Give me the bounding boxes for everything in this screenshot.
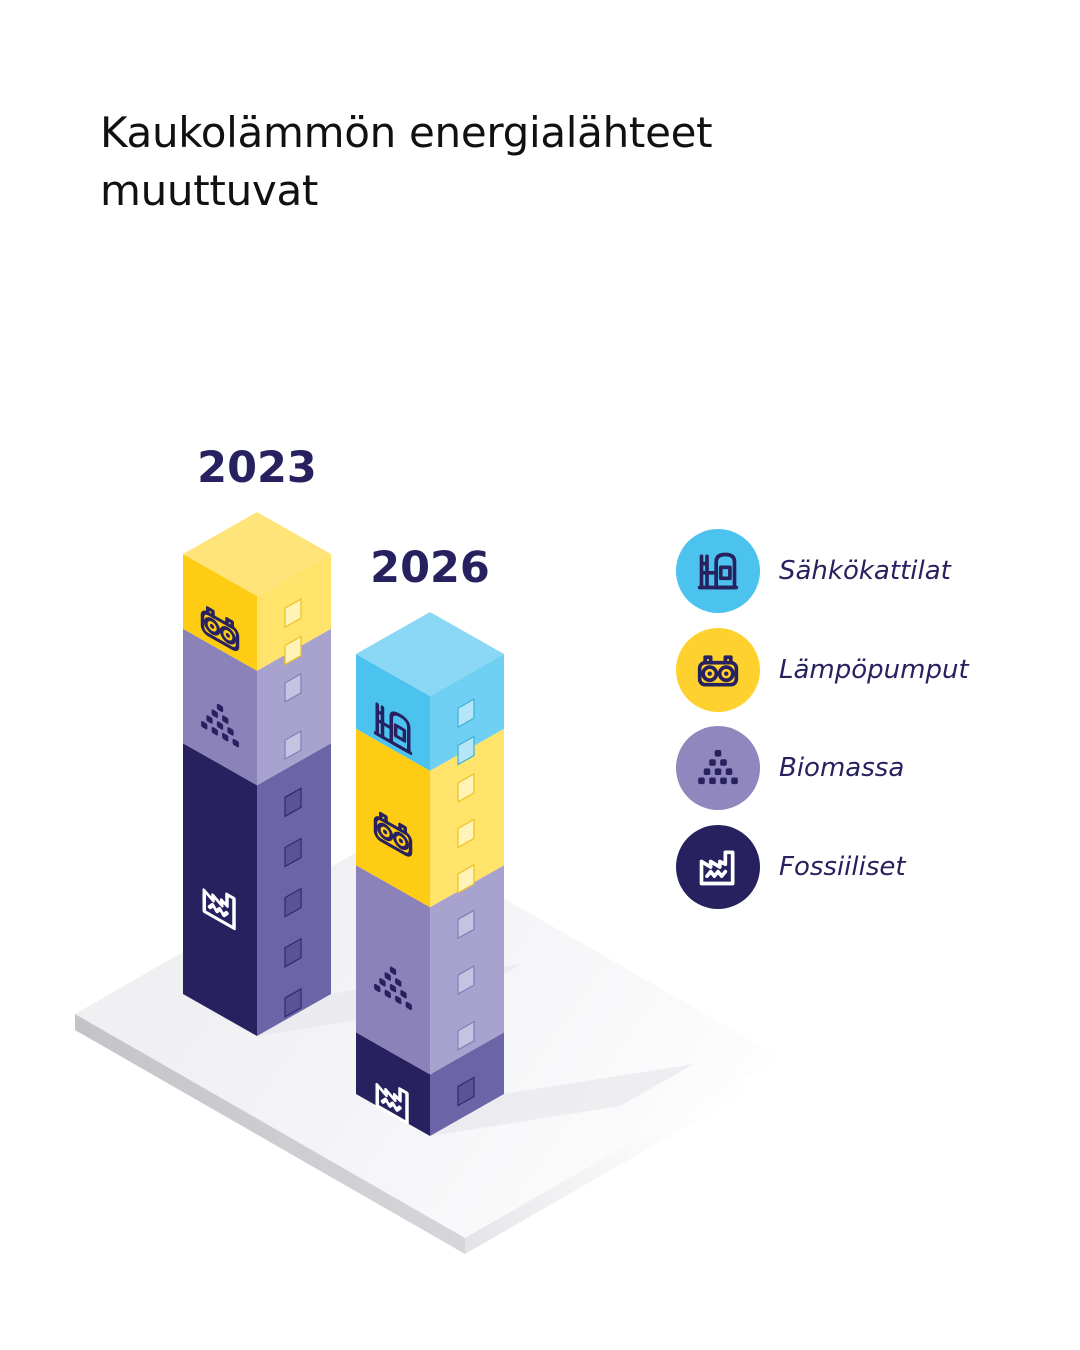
segment-2026-fossiiliset (356, 1032, 504, 1136)
segment-2023-biomassa (183, 628, 331, 786)
segment-2026-sahkokattilat (356, 654, 504, 771)
factory-icon (375, 1082, 409, 1125)
year-label-2023: 2023 (197, 443, 317, 493)
biomass-icon (374, 966, 412, 1011)
legend-item-biomassa: Biomassa (676, 726, 1056, 810)
tower-2026 (356, 612, 504, 1136)
year-labels: 2023 2026 (197, 443, 490, 593)
heat-pump-icon (697, 654, 739, 686)
segment-2026-biomassa (356, 865, 504, 1075)
heat-pump-icon (200, 606, 240, 652)
tower-top-2023 (183, 512, 331, 596)
biomass-icon (201, 703, 239, 748)
chart-title-line-2: muuttuvat (100, 166, 319, 215)
legend-item-fossiiliset: Fossiiliset (676, 824, 1056, 909)
year-label-2026: 2026 (370, 543, 490, 593)
factory-icon (699, 850, 735, 885)
legend-label-sahkokattilat: Sähkökattilat (779, 556, 951, 586)
chart-title: Kaukolämmön energialähteet muuttuvat (100, 104, 860, 220)
segment-2023-fossiiliset (183, 743, 331, 1036)
electric-boiler-icon (697, 552, 739, 590)
legend: Sähkökattilat Lämpöpumput Biomassa Fossiili… (676, 529, 1056, 924)
legend-swatch-biomassa (676, 726, 760, 810)
chart-title-line-1: Kaukolämmön energialähteet (100, 108, 713, 157)
legend-swatch-lampopumput (676, 627, 760, 712)
tower-top-2026 (356, 612, 504, 696)
legend-label-fossiiliset: Fossiiliset (779, 851, 906, 882)
legend-item-lampopumput: Lämpöpumput (676, 627, 1056, 712)
segment-2026-lampopumput (356, 728, 504, 908)
legend-swatch-fossiiliset (676, 824, 760, 909)
heat-pump-icon (373, 811, 413, 857)
electric-boiler-icon (373, 702, 413, 756)
factory-icon (202, 888, 236, 931)
tower-2023 (183, 512, 331, 1036)
segment-2023-lampopumput (183, 554, 331, 671)
biomass-icon (698, 750, 738, 785)
towers (183, 512, 504, 1136)
legend-item-sahkokattilat: Sähkökattilat (676, 529, 1056, 613)
legend-label-lampopumput: Lämpöpumput (779, 654, 969, 685)
legend-swatch-sahkokattilat (676, 529, 760, 613)
legend-label-biomassa: Biomassa (779, 753, 905, 783)
